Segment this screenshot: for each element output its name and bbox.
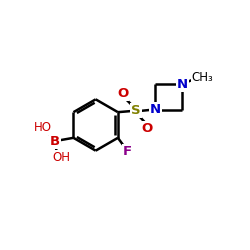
Text: OH: OH: [52, 151, 70, 164]
Text: F: F: [123, 145, 132, 158]
Text: HO: HO: [34, 122, 52, 134]
Text: B: B: [50, 135, 60, 148]
Text: O: O: [117, 87, 128, 100]
Text: O: O: [142, 122, 153, 135]
Text: N: N: [176, 78, 188, 90]
Text: N: N: [150, 103, 161, 116]
Text: CH₃: CH₃: [192, 71, 214, 84]
Text: S: S: [132, 104, 141, 118]
